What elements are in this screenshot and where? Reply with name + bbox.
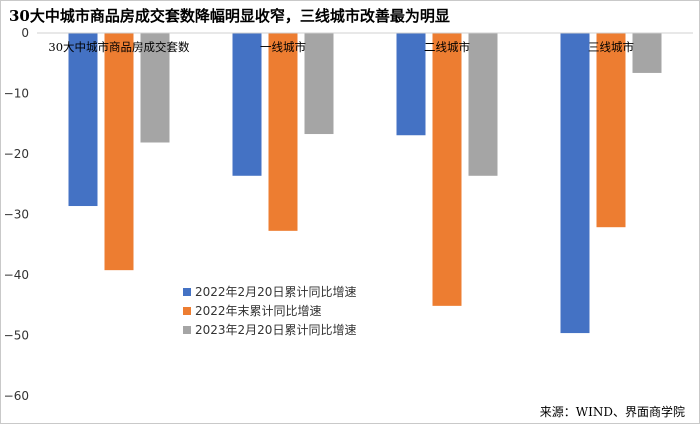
bar-1-3 xyxy=(396,33,426,136)
legend-swatch xyxy=(183,307,191,315)
category-label: 一线城市 xyxy=(260,40,306,54)
y-tick-label: −50 xyxy=(4,329,29,343)
legend-label: 2023年2月20日累计同比增速 xyxy=(195,323,356,337)
legend-label: 2022年末累计同比增速 xyxy=(195,304,322,318)
bar-2-2 xyxy=(268,33,298,231)
bar-1-2 xyxy=(232,33,262,176)
y-tick-label: 0 xyxy=(21,26,29,40)
bar-1-4 xyxy=(560,33,590,334)
source-note: 来源：WIND、界面商学院 xyxy=(539,405,685,419)
bar-2-4 xyxy=(596,33,626,228)
y-tick-label: −40 xyxy=(4,268,29,282)
bar-1-1 xyxy=(68,33,98,207)
bar-3-2 xyxy=(304,33,334,135)
legend-swatch xyxy=(183,288,191,296)
bar-3-1 xyxy=(140,33,170,143)
category-label: 三线城市 xyxy=(588,40,634,54)
y-tick-label: −30 xyxy=(4,208,29,222)
legend-label: 2022年2月20日累计同比增速 xyxy=(195,285,356,299)
bar-2-1 xyxy=(104,33,134,271)
y-tick-label: −20 xyxy=(4,147,29,161)
bar-3-3 xyxy=(468,33,498,176)
category-label: 30大中城市商品房成交套数 xyxy=(48,40,190,54)
bar-3-4 xyxy=(632,33,662,73)
legend-swatch xyxy=(183,326,191,334)
y-tick-label: −60 xyxy=(4,389,29,403)
bar-2-3 xyxy=(432,33,462,306)
category-label: 二线城市 xyxy=(424,40,470,54)
chart-title: 30大中城市商品房成交套数降幅明显收窄，三线城市改善最为明显 xyxy=(9,7,450,25)
y-tick-label: −10 xyxy=(4,87,29,101)
